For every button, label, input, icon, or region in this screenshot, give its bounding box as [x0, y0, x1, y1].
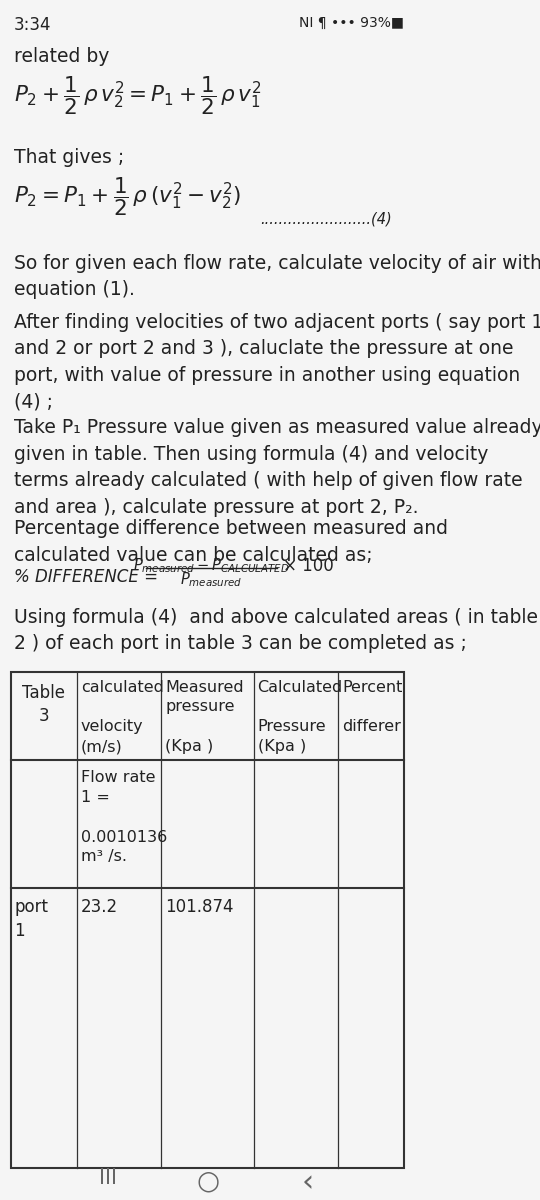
Text: related by: related by	[14, 47, 109, 66]
Text: III: III	[99, 1169, 117, 1188]
Text: Measured
pressure

(Kpa ): Measured pressure (Kpa )	[165, 679, 244, 754]
Text: % DIFFERENCE =: % DIFFERENCE =	[14, 569, 158, 587]
Text: $P_{measured} - P_{CALCULATED}$: $P_{measured} - P_{CALCULATED}$	[133, 557, 290, 575]
Text: ........................(4): ........................(4)	[260, 211, 392, 227]
Text: port
1: port 1	[15, 898, 49, 940]
Text: 3:34: 3:34	[14, 16, 51, 34]
Text: × 100: × 100	[283, 557, 334, 575]
Text: calculated

velocity
(m/s): calculated velocity (m/s)	[80, 679, 164, 754]
Text: Calculated

Pressure
(Kpa ): Calculated Pressure (Kpa )	[258, 679, 343, 754]
Text: After finding velocities of two adjacent ports ( say port 1
and 2 or port 2 and : After finding velocities of two adjacent…	[14, 313, 540, 412]
Text: ‹: ‹	[301, 1169, 314, 1198]
Text: $P_2 = P_1 + \dfrac{1}{2}\,\rho\,(v_1^2 - v_2^2)$: $P_2 = P_1 + \dfrac{1}{2}\,\rho\,(v_1^2 …	[14, 175, 241, 217]
Text: So for given each flow rate, calculate velocity of air with
equation (1).: So for given each flow rate, calculate v…	[14, 253, 540, 299]
Text: Using formula (4)  and above calculated areas ( in table
2 ) of each port in tab: Using formula (4) and above calculated a…	[14, 608, 538, 653]
Text: Percentage difference between measured and
calculated value can be calculated as: Percentage difference between measured a…	[14, 520, 448, 565]
Text: ○: ○	[196, 1169, 219, 1194]
Text: Percent

differer: Percent differer	[342, 679, 402, 734]
Text: 23.2: 23.2	[80, 898, 118, 916]
Text: Take P₁ Pressure value given as measured value already
given in table. Then usin: Take P₁ Pressure value given as measured…	[14, 418, 540, 516]
Text: 101.874: 101.874	[165, 898, 234, 916]
Text: $P_{measured}$: $P_{measured}$	[180, 570, 242, 589]
Text: NI ¶ ••• 93%■: NI ¶ ••• 93%■	[299, 16, 404, 30]
Text: That gives ;: That gives ;	[14, 148, 124, 167]
Text: $P_2 + \dfrac{1}{2}\,\rho\,v_2^2 = P_1 + \dfrac{1}{2}\,\rho\,v_1^2$: $P_2 + \dfrac{1}{2}\,\rho\,v_2^2 = P_1 +…	[14, 74, 261, 118]
Text: Table
3: Table 3	[22, 684, 65, 725]
Bar	[11, 672, 404, 1169]
Text: Flow rate
1 =

0.0010136
m³ /s.: Flow rate 1 = 0.0010136 m³ /s.	[80, 770, 167, 864]
